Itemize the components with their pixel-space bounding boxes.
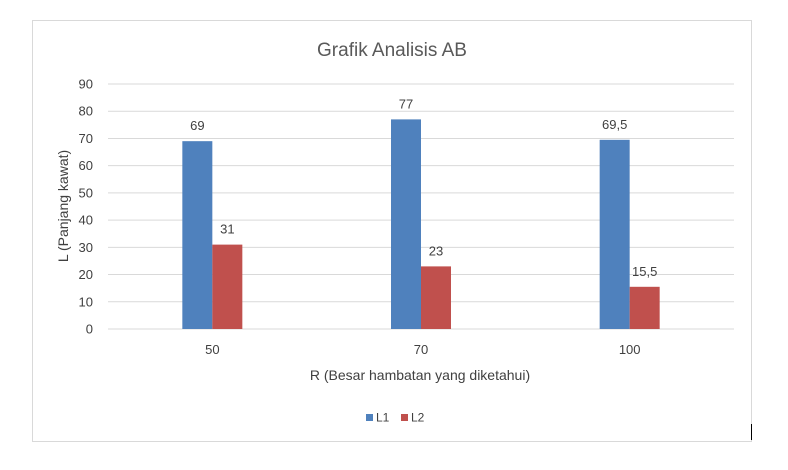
bars	[182, 119, 660, 329]
bar-l2-50	[212, 244, 243, 329]
y-axis-title: L (Panjang kawat)	[55, 150, 71, 262]
x-tick-label-100: 100	[619, 342, 641, 357]
y-tick-label-70: 70	[79, 131, 93, 146]
data-label-l2-70: 23	[429, 243, 443, 258]
x-axis-tick-labels: 50 70 100	[205, 342, 640, 357]
y-tick-label-50: 50	[79, 185, 93, 200]
y-tick-label-80: 80	[79, 104, 93, 119]
legend-swatch-l1	[366, 414, 373, 421]
data-label-l1-50: 69	[190, 118, 204, 133]
legend-swatch-l2	[401, 414, 408, 421]
y-tick-label-20: 20	[79, 267, 93, 282]
chart-title: Grafik Analisis AB	[317, 40, 467, 61]
y-tick-label-60: 60	[79, 158, 93, 173]
x-tick-label-70: 70	[414, 342, 428, 357]
y-tick-label-40: 40	[79, 213, 93, 228]
x-tick-label-50: 50	[205, 342, 219, 357]
x-axis-title: R (Besar hambatan yang diketahui)	[310, 367, 530, 383]
bar-l1-50	[182, 141, 213, 329]
bar-l1-100	[599, 139, 630, 329]
bar-l1-70	[391, 119, 421, 329]
bar-l2-100	[629, 286, 660, 329]
y-tick-label-0: 0	[86, 322, 93, 337]
data-labels: 69 31 77 23 69,5 15,5	[190, 96, 657, 278]
legend: L1 L2	[366, 411, 425, 425]
legend-label-l2: L2	[411, 411, 425, 425]
bar-l2-70	[421, 266, 451, 329]
data-label-l1-70: 77	[399, 96, 413, 111]
data-label-l1-100: 69,5	[602, 117, 627, 132]
y-axis-tick-labels: 0 10 20 30 40 50 60 70 80 90	[79, 77, 93, 337]
y-tick-label-90: 90	[79, 77, 93, 92]
text-cursor	[751, 424, 752, 440]
y-tick-label-30: 30	[79, 240, 93, 255]
legend-label-l1: L1	[376, 411, 390, 425]
data-label-l2-50: 31	[220, 222, 234, 237]
data-label-l2-100: 15,5	[632, 264, 657, 279]
y-tick-label-10: 10	[79, 294, 93, 309]
